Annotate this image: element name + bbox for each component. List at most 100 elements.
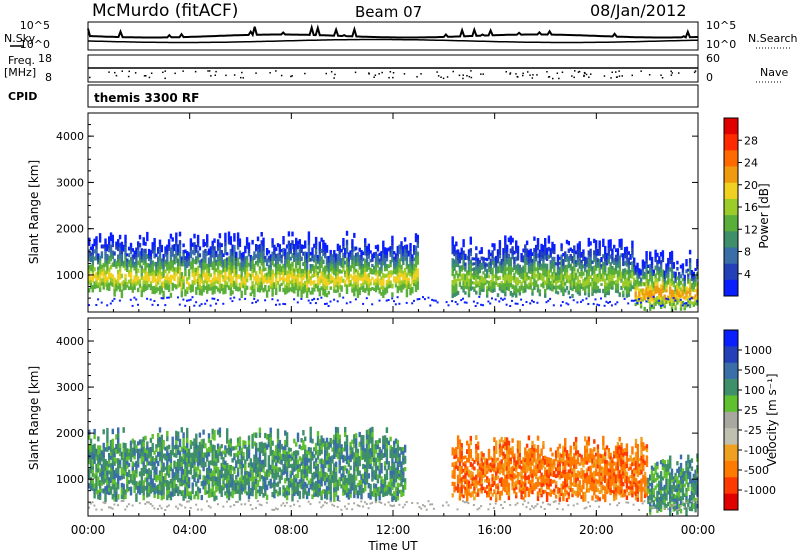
echo-cell (456, 249, 460, 254)
echo-cell (231, 262, 234, 267)
echo-cell (407, 264, 410, 268)
echo-cell (527, 250, 531, 254)
echo-cell (307, 274, 311, 280)
echo-cell (414, 274, 418, 280)
echo-cell (207, 278, 211, 282)
echo-cell (347, 258, 351, 262)
echo-cell (269, 269, 272, 274)
echo-cell (102, 470, 105, 476)
echo-cell (618, 255, 621, 260)
echo-cell (222, 463, 225, 468)
echo-cell (344, 254, 347, 259)
echo-cell (578, 287, 581, 292)
echo-cell (380, 292, 383, 296)
echo-cell (195, 260, 198, 265)
echo-cell (616, 254, 620, 259)
echo-cell (273, 483, 276, 488)
echo-cell (282, 492, 285, 497)
echo-cell (367, 284, 371, 289)
echo-cell (289, 464, 292, 468)
nave-point (531, 77, 534, 79)
echo-cell (416, 243, 420, 248)
echo-cell (520, 267, 523, 271)
echo-cell (607, 255, 611, 260)
echo-cell (416, 272, 420, 278)
echo-cell (171, 248, 174, 253)
echo-cell (318, 276, 322, 281)
echo-cell (605, 291, 609, 295)
echo-cell (451, 236, 454, 242)
echo-cell (529, 258, 532, 262)
ground-scatter-cell (275, 303, 277, 306)
echo-cell (167, 261, 171, 266)
echo-cell (189, 253, 193, 258)
echo-cell (251, 239, 254, 245)
echo-cell (135, 253, 138, 258)
echo-cell (322, 251, 325, 257)
echo-cell (198, 488, 202, 494)
echo-cell (331, 260, 334, 265)
echo-cell (544, 250, 547, 256)
echo-cell (502, 263, 505, 268)
nave-point (164, 77, 166, 80)
echo-cell (273, 263, 276, 268)
echo-cell (638, 293, 641, 297)
echo-cell (396, 276, 400, 280)
echo-cell (153, 238, 156, 243)
echo-cell (602, 288, 605, 294)
echo-cell (200, 279, 204, 284)
echo-cell (658, 256, 661, 261)
ground-scatter-cell (652, 295, 655, 298)
echo-cell (275, 448, 278, 453)
echo-cell (109, 439, 113, 445)
echo-cell (269, 464, 272, 470)
echo-cell (475, 260, 478, 264)
echo-cell (262, 463, 265, 469)
echo-cell (316, 260, 320, 264)
echo-cell (478, 263, 482, 267)
echo-cell (367, 262, 371, 267)
echo-cell (374, 245, 378, 249)
echo-cell (133, 473, 136, 479)
echo-cell (157, 475, 160, 481)
echo-cell (696, 272, 699, 276)
echo-cell (611, 280, 614, 284)
echo-cell (663, 294, 666, 298)
echo-cell (540, 253, 543, 258)
echo-cell (247, 444, 251, 450)
echo-cell (216, 265, 220, 270)
echo-cell (522, 289, 525, 294)
echo-cell (547, 246, 551, 252)
echo-cell (167, 444, 171, 450)
nave-point (517, 76, 519, 78)
echo-cell (694, 283, 697, 287)
echo-cell (235, 485, 238, 491)
echo-cell (285, 441, 289, 448)
echo-cell (138, 251, 142, 256)
echo-cell (160, 453, 164, 459)
echo-cell (262, 241, 265, 247)
ground-scatter-cell (647, 297, 650, 300)
echo-cell (511, 284, 514, 289)
echo-cell (616, 248, 620, 252)
echo-cell (149, 269, 153, 274)
echo-cell (414, 266, 418, 272)
echo-cell (177, 265, 180, 270)
nave-point (182, 70, 184, 72)
echo-cell (553, 263, 556, 267)
echo-cell (500, 264, 503, 268)
echo-cell (129, 457, 133, 462)
echo-cell (285, 456, 289, 462)
echo-cell (473, 274, 476, 278)
echo-cell (88, 264, 91, 270)
echo-cell (140, 484, 144, 489)
echo-cell (269, 272, 272, 277)
nave-point (291, 75, 293, 77)
echo-cell (533, 266, 536, 272)
echo-cell (400, 245, 403, 250)
echo-cell (560, 280, 563, 285)
echo-cell (458, 260, 462, 264)
echo-cell (238, 445, 242, 451)
nsky-label: N.Sky (4, 32, 36, 45)
echo-cell (553, 285, 556, 290)
